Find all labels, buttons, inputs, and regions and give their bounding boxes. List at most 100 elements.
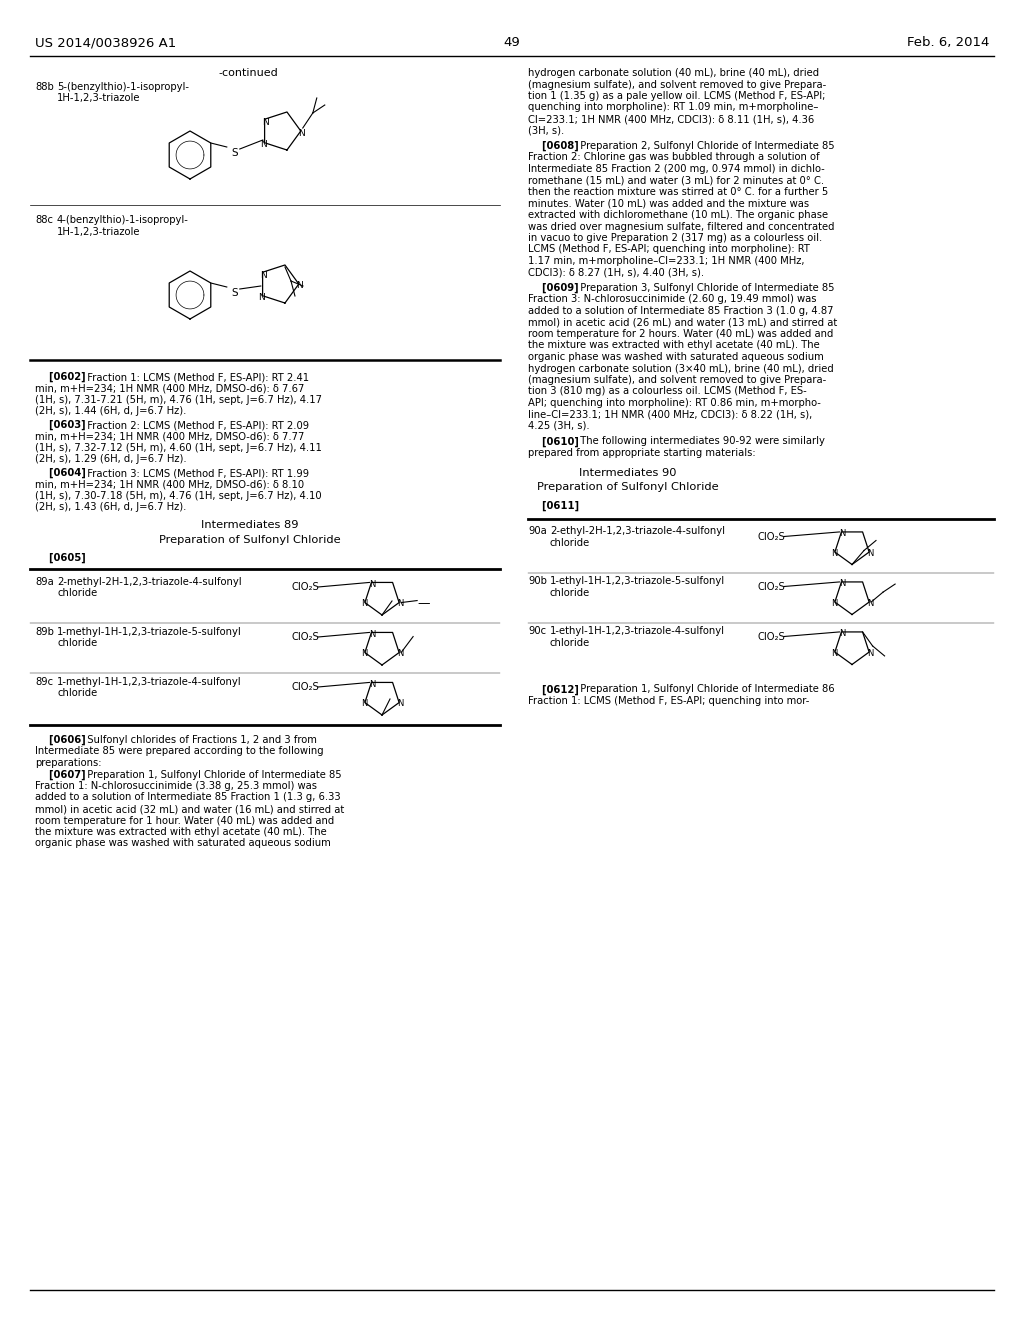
Text: (2H, s), 1.29 (6H, d, J=6.7 Hz).: (2H, s), 1.29 (6H, d, J=6.7 Hz). bbox=[35, 454, 186, 465]
Text: N: N bbox=[397, 700, 403, 708]
Text: min, m+H=234; 1H NMR (400 MHz, DMSO-d6): δ 8.10: min, m+H=234; 1H NMR (400 MHz, DMSO-d6):… bbox=[35, 479, 304, 490]
Text: chloride: chloride bbox=[550, 638, 590, 648]
Text: Preparation of Sulfonyl Chloride: Preparation of Sulfonyl Chloride bbox=[538, 483, 719, 492]
Text: N: N bbox=[867, 549, 873, 557]
Text: N: N bbox=[397, 599, 403, 609]
Text: —: — bbox=[417, 597, 430, 610]
Text: Intermediate 85 Fraction 2 (200 mg, 0.974 mmol) in dichlo-: Intermediate 85 Fraction 2 (200 mg, 0.97… bbox=[528, 164, 824, 174]
Text: S: S bbox=[231, 288, 239, 298]
Text: N: N bbox=[258, 293, 265, 302]
Text: 1-ethyl-1H-1,2,3-triazole-4-sulfonyl: 1-ethyl-1H-1,2,3-triazole-4-sulfonyl bbox=[550, 627, 725, 636]
Text: Intermediate 85 were prepared according to the following: Intermediate 85 were prepared according … bbox=[35, 747, 324, 756]
Text: in vacuo to give Preparation 2 (317 mg) as a colourless oil.: in vacuo to give Preparation 2 (317 mg) … bbox=[528, 234, 822, 243]
Text: N: N bbox=[840, 630, 846, 639]
Text: N: N bbox=[867, 648, 873, 657]
Text: added to a solution of Intermediate 85 Fraction 1 (1.3 g, 6.33: added to a solution of Intermediate 85 F… bbox=[35, 792, 341, 803]
Text: Fraction 3: N-chlorosuccinimide (2.60 g, 19.49 mmol) was: Fraction 3: N-chlorosuccinimide (2.60 g,… bbox=[528, 294, 816, 305]
Text: [0608]: [0608] bbox=[528, 141, 579, 152]
Text: line–Cl=233.1; 1H NMR (400 MHz, CDCl3): δ 8.22 (1H, s),: line–Cl=233.1; 1H NMR (400 MHz, CDCl3): … bbox=[528, 409, 812, 420]
Text: 90c: 90c bbox=[528, 627, 546, 636]
Text: ClO₂S: ClO₂S bbox=[758, 582, 785, 591]
Text: N: N bbox=[370, 630, 376, 639]
Text: (3H, s).: (3H, s). bbox=[528, 125, 564, 136]
Text: [0602]: [0602] bbox=[35, 372, 86, 383]
Text: N: N bbox=[360, 599, 367, 609]
Text: room temperature for 2 hours. Water (40 mL) was added and: room temperature for 2 hours. Water (40 … bbox=[528, 329, 834, 339]
Text: 90b: 90b bbox=[528, 577, 547, 586]
Text: mmol) in acetic acid (32 mL) and water (16 mL) and stirred at: mmol) in acetic acid (32 mL) and water (… bbox=[35, 804, 344, 814]
Text: min, m+H=234; 1H NMR (400 MHz, DMSO-d6): δ 7.77: min, m+H=234; 1H NMR (400 MHz, DMSO-d6):… bbox=[35, 432, 304, 441]
Text: quenching into morpholine): RT 1.09 min, m+morpholine–: quenching into morpholine): RT 1.09 min,… bbox=[528, 103, 818, 112]
Text: Feb. 6, 2014: Feb. 6, 2014 bbox=[906, 36, 989, 49]
Text: Fraction 1: LCMS (Method F, ES-API): RT 2.41: Fraction 1: LCMS (Method F, ES-API): RT … bbox=[81, 372, 309, 381]
Text: N: N bbox=[867, 598, 873, 607]
Text: [0605]: [0605] bbox=[35, 553, 86, 564]
Text: ClO₂S: ClO₂S bbox=[292, 682, 319, 692]
Text: 2-methyl-2H-1,2,3-triazole-4-sulfonyl: 2-methyl-2H-1,2,3-triazole-4-sulfonyl bbox=[57, 577, 242, 587]
Text: 88c: 88c bbox=[35, 215, 53, 224]
Text: ClO₂S: ClO₂S bbox=[292, 632, 319, 642]
Text: 89a: 89a bbox=[35, 577, 53, 587]
Text: (magnesium sulfate), and solvent removed to give Prepara-: (magnesium sulfate), and solvent removed… bbox=[528, 79, 826, 90]
Text: (1H, s), 7.31-7.21 (5H, m), 4.76 (1H, sept, J=6.7 Hz), 4.17: (1H, s), 7.31-7.21 (5H, m), 4.76 (1H, se… bbox=[35, 395, 322, 405]
Text: hydrogen carbonate solution (40 mL), brine (40 mL), dried: hydrogen carbonate solution (40 mL), bri… bbox=[528, 69, 819, 78]
Text: 88b: 88b bbox=[35, 82, 53, 92]
Text: US 2014/0038926 A1: US 2014/0038926 A1 bbox=[35, 36, 176, 49]
Text: 1.17 min, m+morpholine–Cl=233.1; 1H NMR (400 MHz,: 1.17 min, m+morpholine–Cl=233.1; 1H NMR … bbox=[528, 256, 805, 267]
Text: (magnesium sulfate), and solvent removed to give Prepara-: (magnesium sulfate), and solvent removed… bbox=[528, 375, 826, 385]
Text: tion 1 (1.35 g) as a pale yellow oil. LCMS (Method F, ES-API;: tion 1 (1.35 g) as a pale yellow oil. LC… bbox=[528, 91, 825, 102]
Text: 1-methyl-1H-1,2,3-triazole-5-sulfonyl: 1-methyl-1H-1,2,3-triazole-5-sulfonyl bbox=[57, 627, 242, 638]
Text: [0611]: [0611] bbox=[528, 500, 580, 511]
Text: [0609]: [0609] bbox=[528, 282, 579, 293]
Text: N: N bbox=[360, 700, 367, 708]
Text: API; quenching into morpholine): RT 0.86 min, m+morpho-: API; quenching into morpholine): RT 0.86… bbox=[528, 399, 821, 408]
Text: (1H, s), 7.30-7.18 (5H, m), 4.76 (1H, sept, J=6.7 Hz), 4.10: (1H, s), 7.30-7.18 (5H, m), 4.76 (1H, se… bbox=[35, 491, 322, 502]
Text: Preparation 1, Sulfonyl Chloride of Intermediate 85: Preparation 1, Sulfonyl Chloride of Inte… bbox=[81, 770, 342, 780]
Text: Preparation 3, Sulfonyl Chloride of Intermediate 85: Preparation 3, Sulfonyl Chloride of Inte… bbox=[574, 282, 835, 293]
Text: Preparation of Sulfonyl Chloride: Preparation of Sulfonyl Chloride bbox=[159, 535, 341, 545]
Text: hydrogen carbonate solution (3×40 mL), brine (40 mL), dried: hydrogen carbonate solution (3×40 mL), b… bbox=[528, 363, 834, 374]
Text: [0612]: [0612] bbox=[528, 685, 579, 694]
Text: N: N bbox=[840, 529, 846, 539]
Text: 89b: 89b bbox=[35, 627, 54, 638]
Text: 2-ethyl-2H-1,2,3-triazole-4-sulfonyl: 2-ethyl-2H-1,2,3-triazole-4-sulfonyl bbox=[550, 527, 725, 536]
Text: [0604]: [0604] bbox=[35, 469, 86, 478]
Text: N: N bbox=[262, 117, 269, 127]
Text: added to a solution of Intermediate 85 Fraction 3 (1.0 g, 4.87: added to a solution of Intermediate 85 F… bbox=[528, 306, 834, 315]
Text: N: N bbox=[260, 140, 267, 149]
Text: LCMS (Method F, ES-API; quenching into morpholine): RT: LCMS (Method F, ES-API; quenching into m… bbox=[528, 244, 810, 255]
Text: organic phase was washed with saturated aqueous sodium: organic phase was washed with saturated … bbox=[528, 352, 823, 362]
Text: N: N bbox=[360, 649, 367, 659]
Text: [0606]: [0606] bbox=[35, 735, 86, 746]
Text: 1H-1,2,3-triazole: 1H-1,2,3-triazole bbox=[57, 94, 140, 103]
Text: minutes. Water (10 mL) was added and the mixture was: minutes. Water (10 mL) was added and the… bbox=[528, 198, 809, 209]
Text: chloride: chloride bbox=[550, 539, 590, 548]
Text: -continued: -continued bbox=[218, 69, 278, 78]
Text: S: S bbox=[231, 148, 239, 158]
Text: N: N bbox=[830, 549, 837, 557]
Text: 1-methyl-1H-1,2,3-triazole-4-sulfonyl: 1-methyl-1H-1,2,3-triazole-4-sulfonyl bbox=[57, 677, 242, 686]
Text: N: N bbox=[370, 680, 376, 689]
Text: the mixture was extracted with ethyl acetate (40 mL). The: the mixture was extracted with ethyl ace… bbox=[528, 341, 820, 351]
Text: chloride: chloride bbox=[57, 589, 97, 598]
Text: Sulfonyl chlorides of Fractions 1, 2 and 3 from: Sulfonyl chlorides of Fractions 1, 2 and… bbox=[81, 735, 316, 744]
Text: ClO₂S: ClO₂S bbox=[758, 631, 785, 642]
Text: Intermediates 89: Intermediates 89 bbox=[202, 520, 299, 531]
Text: chloride: chloride bbox=[57, 689, 97, 698]
Text: 89c: 89c bbox=[35, 677, 53, 686]
Text: Fraction 1: LCMS (Method F, ES-API; quenching into mor-: Fraction 1: LCMS (Method F, ES-API; quen… bbox=[528, 696, 809, 706]
Text: N: N bbox=[298, 128, 305, 137]
Text: Preparation 2, Sulfonyl Chloride of Intermediate 85: Preparation 2, Sulfonyl Chloride of Inte… bbox=[574, 141, 835, 150]
Text: 90a: 90a bbox=[528, 527, 547, 536]
Text: chloride: chloride bbox=[57, 639, 97, 648]
Text: N: N bbox=[840, 579, 846, 589]
Text: was dried over magnesium sulfate, filtered and concentrated: was dried over magnesium sulfate, filter… bbox=[528, 222, 835, 231]
Text: Cl=233.1; 1H NMR (400 MHz, CDCl3): δ 8.11 (1H, s), 4.36: Cl=233.1; 1H NMR (400 MHz, CDCl3): δ 8.1… bbox=[528, 114, 814, 124]
Text: min, m+H=234; 1H NMR (400 MHz, DMSO-d6): δ 7.67: min, m+H=234; 1H NMR (400 MHz, DMSO-d6):… bbox=[35, 384, 304, 393]
Text: N: N bbox=[830, 648, 837, 657]
Text: N: N bbox=[830, 598, 837, 607]
Text: [0607]: [0607] bbox=[35, 770, 86, 780]
Text: 4-(benzylthio)-1-isopropyl-: 4-(benzylthio)-1-isopropyl- bbox=[57, 215, 188, 224]
Text: the mixture was extracted with ethyl acetate (40 mL). The: the mixture was extracted with ethyl ace… bbox=[35, 828, 327, 837]
Text: N: N bbox=[260, 271, 267, 280]
